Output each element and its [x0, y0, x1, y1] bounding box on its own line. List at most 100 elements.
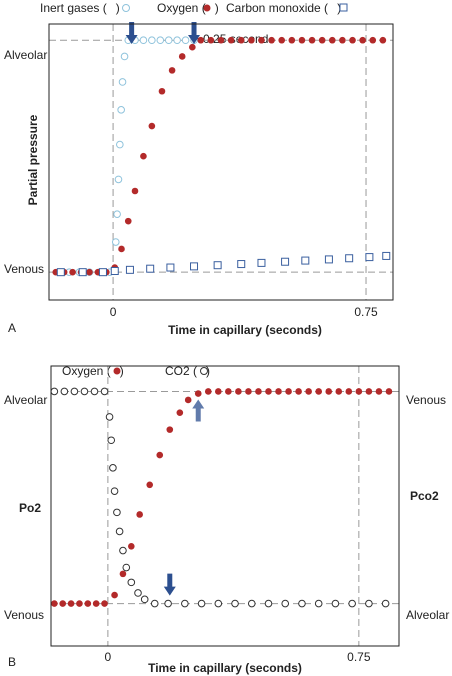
data-point-filled-circle-5: [92, 600, 100, 607]
data-point-open-square-13: [324, 255, 333, 264]
data-point-filled-circle-17: [197, 36, 205, 44]
data-point-filled-circle-25: [278, 36, 286, 44]
data-point-open-circle-9: [110, 487, 119, 495]
data-point-open-circle-2: [70, 387, 79, 396]
data-point-filled-circle-11: [140, 152, 147, 160]
data-point-open-circle-19: [173, 36, 181, 45]
data-point-open-circle-29: [348, 599, 356, 608]
y-tick-b-alveolar: Alveolar: [4, 393, 47, 407]
y-axis-label-a: Partial pressure: [26, 114, 40, 205]
data-point-open-square-16: [382, 251, 391, 260]
arrow-1: [192, 399, 205, 422]
arrows-b: [163, 399, 205, 596]
data-point-filled-circle-33: [365, 388, 373, 395]
data-point-filled-circle-14: [176, 409, 184, 416]
data-point-open-circle-10: [117, 106, 125, 114]
x-tick-a-0: 0: [110, 305, 117, 319]
data-point-filled-circle-19: [217, 36, 225, 44]
data-point-open-circle-8: [109, 464, 117, 472]
data-point-open-circle-24: [264, 599, 273, 608]
data-point-open-circle-15: [139, 36, 148, 45]
data-point-filled-circle-21: [245, 388, 252, 395]
data-point-open-circle-14: [127, 578, 136, 587]
data-point-filled-circle-32: [355, 388, 363, 395]
data-point-open-circle-7: [113, 210, 121, 218]
legend-a-co: Carbon monoxide (): [226, 1, 341, 15]
data-point-filled-circle-6: [101, 600, 108, 607]
data-point-open-circle-5: [100, 387, 109, 396]
data-point-filled-circle-35: [385, 388, 393, 395]
data-point-open-square-15: [365, 253, 374, 262]
x-tick-b-0: 0: [105, 650, 112, 664]
y-axis-label-b-left: Po2: [19, 501, 41, 515]
data-point-open-square-3: [110, 267, 119, 276]
data-point-filled-circle-18: [215, 388, 222, 395]
arrow-1: [188, 22, 201, 44]
data-point-filled-circle-31: [345, 388, 353, 395]
data-point-open-circle-20: [181, 36, 190, 45]
data-point-filled-circle-24: [275, 388, 282, 395]
x-tick-b-075: 0.75: [347, 650, 371, 664]
data-point-filled-circle-4: [84, 600, 92, 607]
y-tick-b-right-venous: Venous: [406, 393, 446, 407]
data-point-open-square-12: [301, 256, 310, 265]
x-tick-a-075: 0.75: [354, 305, 378, 319]
data-point-open-circle-16: [148, 36, 156, 45]
arrows-a: [125, 22, 201, 44]
data-point-open-circle-0: [50, 387, 59, 396]
data-point-open-circle-19: [181, 599, 189, 608]
data-point-filled-circle-9: [124, 217, 132, 225]
data-point-filled-circle-20: [227, 36, 235, 44]
data-point-open-circle-17: [156, 36, 165, 45]
y-tick-b-right-alveolar: Alveolar: [406, 608, 449, 622]
data-point-filled-circle-14: [168, 67, 176, 74]
data-point-filled-circle-19: [225, 388, 232, 395]
data-point-open-circle-21: [214, 599, 223, 608]
data-point-filled-circle-15: [184, 396, 192, 404]
data-point-filled-circle-33: [359, 36, 366, 44]
arrow-0: [163, 573, 176, 596]
panel-b-letter: B: [8, 655, 16, 669]
data-point-open-square-2: [98, 268, 107, 277]
data-point-filled-circle-28: [308, 36, 316, 44]
data-point-open-circle-1: [60, 387, 69, 396]
data-point-filled-circle-4: [86, 268, 93, 276]
data-point-open-circle-3: [80, 387, 89, 396]
data-point-filled-circle-30: [335, 388, 343, 395]
panel-a-letter: A: [8, 321, 16, 335]
data-point-open-circle-17: [150, 599, 159, 608]
plot-frame-a: [48, 23, 394, 301]
data-point-filled-circle-28: [315, 388, 322, 395]
legend-a-inert-marker: [122, 4, 130, 12]
data-point-open-square-10: [257, 258, 266, 267]
data-point-filled-circle-9: [128, 543, 135, 550]
legend-b-oxygen: Oxygen (): [62, 364, 124, 378]
data-point-open-square-7: [190, 262, 199, 271]
data-point-open-circle-18: [164, 599, 172, 608]
data-point-filled-circle-20: [235, 388, 242, 395]
data-point-open-square-8: [213, 261, 222, 270]
data-point-open-circle-6: [111, 238, 120, 246]
data-point-filled-circle-10: [136, 511, 143, 518]
data-point-open-circle-27: [314, 599, 323, 608]
data-point-open-square-6: [166, 263, 175, 272]
panel-b: B Oxygen () CO2 () Po2 Pco2 Alveolar Ven…: [4, 364, 449, 675]
data-point-open-circle-30: [365, 599, 373, 608]
data-point-open-circle-20: [197, 599, 206, 608]
legend-a-co-marker: [339, 3, 348, 12]
data-point-filled-circle-23: [258, 36, 265, 44]
x-axis-label-a: Time in capillary (seconds): [168, 323, 322, 337]
data-point-filled-circle-16: [189, 43, 196, 51]
data-point-filled-circle-7: [111, 591, 118, 599]
data-point-filled-circle-30: [328, 36, 336, 44]
legend-b-oxygen-marker: [113, 367, 121, 375]
legend-a-inert: Inert gases (): [40, 1, 120, 15]
data-point-filled-circle-12: [148, 122, 156, 130]
data-point-open-circle-15: [134, 589, 142, 597]
data-point-open-circle-18: [164, 36, 173, 45]
data-point-open-square-5: [146, 264, 155, 273]
data-point-open-square-14: [345, 254, 354, 263]
data-point-filled-circle-10: [131, 187, 139, 195]
y-tick-a-venous: Venous: [4, 262, 44, 276]
